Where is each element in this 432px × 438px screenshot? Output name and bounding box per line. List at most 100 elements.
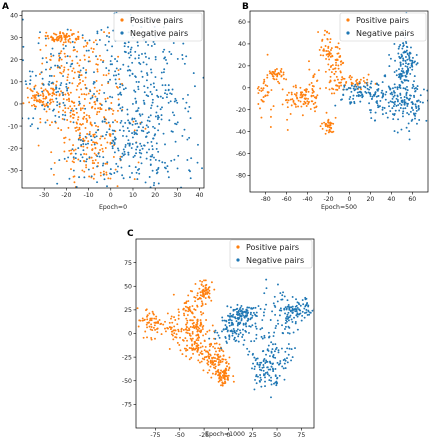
data-point	[152, 40, 155, 43]
data-point	[136, 109, 139, 112]
data-point	[284, 322, 287, 325]
data-point	[33, 99, 36, 102]
data-point	[343, 84, 346, 87]
data-point	[96, 63, 99, 66]
data-point	[342, 88, 345, 91]
data-point	[114, 58, 116, 60]
data-point	[39, 94, 42, 97]
data-point	[94, 159, 97, 161]
data-point	[268, 355, 271, 357]
data-point	[201, 289, 204, 292]
data-point	[391, 97, 394, 100]
data-point	[328, 32, 331, 35]
data-point	[147, 43, 150, 46]
data-point	[265, 353, 267, 356]
data-point	[327, 121, 330, 124]
data-point	[67, 68, 70, 71]
data-point	[224, 324, 227, 327]
data-point	[50, 35, 53, 38]
data-point	[158, 319, 161, 321]
data-point	[271, 75, 274, 78]
data-point	[95, 55, 98, 58]
data-point	[181, 134, 184, 137]
data-point	[106, 26, 109, 29]
data-point	[134, 166, 137, 169]
data-point	[214, 357, 217, 360]
data-point	[128, 68, 131, 71]
data-point	[414, 114, 417, 117]
data-point	[190, 157, 193, 160]
data-point	[156, 105, 159, 108]
data-point	[201, 328, 204, 330]
data-point	[133, 133, 136, 136]
data-point	[260, 90, 263, 93]
data-point	[79, 132, 82, 135]
data-point	[77, 70, 80, 73]
data-point	[130, 147, 133, 150]
data-point	[213, 331, 216, 334]
data-point	[184, 337, 187, 340]
data-point	[255, 375, 258, 378]
data-point	[78, 128, 81, 131]
data-point	[67, 126, 70, 129]
data-point	[38, 98, 41, 101]
data-point	[214, 337, 217, 340]
data-point	[266, 85, 269, 87]
data-point	[211, 360, 214, 362]
data-point	[134, 120, 137, 122]
data-point	[83, 93, 86, 96]
data-point	[405, 62, 407, 65]
data-point	[195, 342, 198, 345]
data-point	[342, 94, 345, 97]
data-point	[123, 150, 126, 153]
data-point	[348, 76, 351, 79]
data-point	[82, 67, 85, 70]
data-point	[289, 98, 292, 101]
data-point	[103, 137, 106, 140]
data-point	[218, 350, 221, 352]
data-point	[63, 157, 66, 160]
data-point	[154, 328, 157, 331]
data-point	[48, 74, 51, 77]
data-point	[218, 372, 221, 375]
data-point	[404, 65, 407, 68]
data-point	[234, 331, 237, 334]
data-point	[304, 298, 307, 301]
data-point	[259, 374, 262, 376]
data-point	[208, 349, 211, 352]
data-point	[269, 126, 272, 128]
data-point	[109, 125, 112, 128]
data-point	[201, 326, 204, 328]
data-point	[429, 101, 431, 103]
data-point	[154, 58, 157, 61]
data-point	[369, 86, 372, 89]
plot-frame-b	[249, 10, 429, 193]
data-point	[198, 327, 201, 330]
panel-b: B -80 -60 -40 -20 0 20 40 60-80-60-40-200204060…	[236, 2, 431, 211]
data-point	[78, 100, 81, 103]
data-point	[145, 63, 148, 66]
data-point	[149, 317, 152, 320]
data-point	[105, 122, 108, 125]
data-point	[286, 320, 288, 323]
data-point	[35, 94, 38, 96]
data-point	[39, 101, 41, 104]
data-point	[254, 306, 257, 309]
data-point	[375, 95, 378, 98]
data-point	[198, 361, 201, 364]
data-point	[408, 130, 411, 133]
data-point	[149, 186, 152, 188]
data-point	[77, 129, 80, 131]
data-point	[26, 87, 29, 90]
data-point	[64, 55, 67, 58]
data-point	[192, 72, 195, 75]
data-point	[171, 88, 174, 91]
data-point	[131, 132, 134, 135]
data-point	[161, 106, 163, 109]
data-point	[96, 99, 99, 102]
data-point	[399, 76, 402, 79]
data-point	[414, 112, 417, 115]
legend-marker-negative-c	[236, 258, 240, 262]
data-point	[115, 82, 117, 85]
data-point	[300, 105, 303, 108]
